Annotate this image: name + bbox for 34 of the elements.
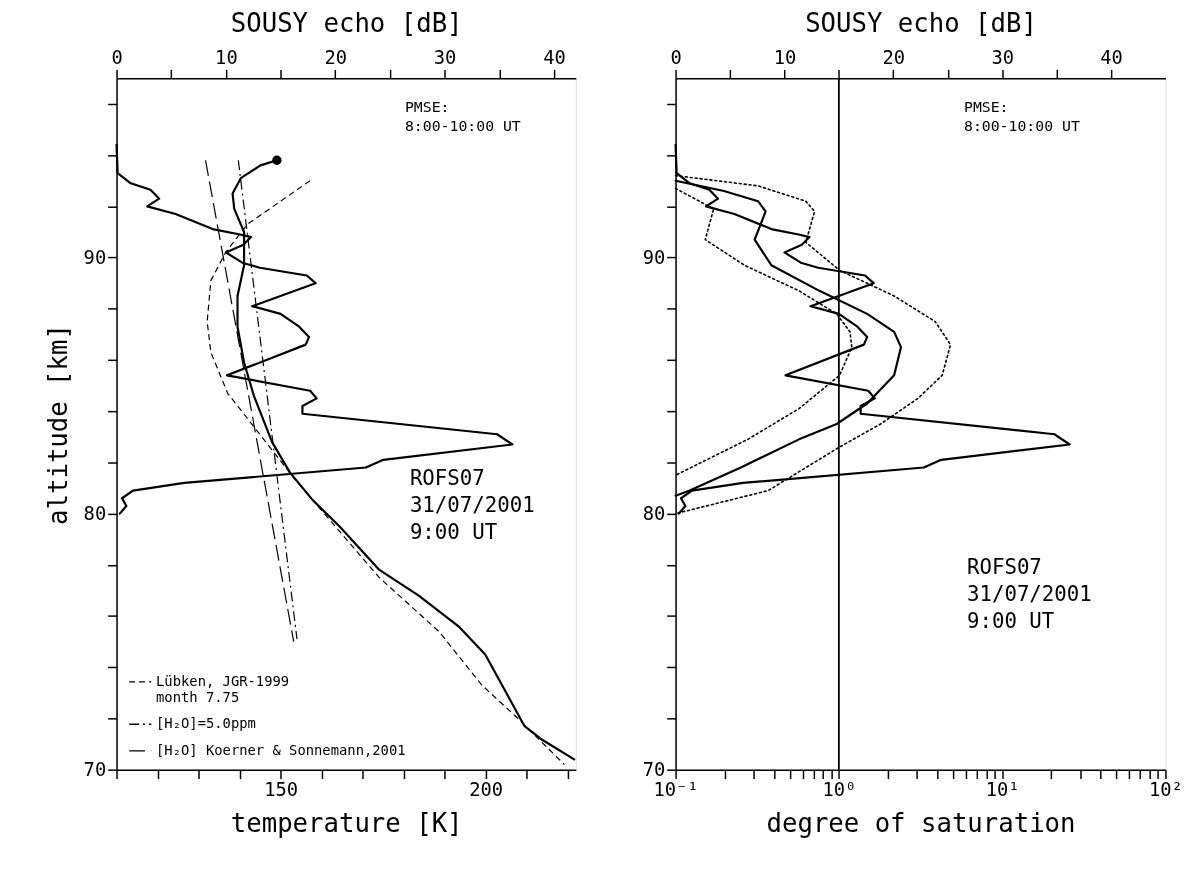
annotation: PMSE: 8:00-10:00 UT <box>963 97 1080 135</box>
y-axis-title: altitude [km] <box>42 324 73 525</box>
x-tick-label: 150 <box>264 778 298 800</box>
x2-tick-label: 30 <box>991 46 1014 68</box>
x-tick-label: 10² <box>1149 778 1183 800</box>
y-tick-label: 80 <box>83 503 107 525</box>
x-tick-label: 10⁰ <box>822 778 857 800</box>
y-tick-label: 90 <box>642 246 666 268</box>
x2-tick-label: 40 <box>1100 46 1123 68</box>
x-tick-label: 200 <box>469 778 504 800</box>
x2-tick-label: 20 <box>882 46 906 68</box>
y-tick-label: 70 <box>83 759 107 781</box>
x2-tick-label: 0 <box>111 46 123 68</box>
y-tick-label: 70 <box>642 759 666 781</box>
x2-axis-title: SOUSY echo [dB] <box>230 8 463 39</box>
x2-tick-label: 10 <box>215 46 238 68</box>
x2-tick-label: 0 <box>670 46 682 68</box>
legend-label: [H₂O]=5.0ppm <box>156 715 256 732</box>
y-tick-label: 80 <box>642 503 666 525</box>
x-tick-label: 10¹ <box>985 778 1020 800</box>
x-tick-label: 10⁻¹ <box>653 778 699 800</box>
x2-tick-label: 40 <box>543 46 566 68</box>
legend-label: [H₂O] Koerner & Sonnemann,2001 <box>156 741 406 758</box>
x2-tick-label: 10 <box>773 46 797 68</box>
y-tick-label: 90 <box>83 246 107 268</box>
legend-label: Lübken, JGR-1999 month 7.75 <box>156 672 290 705</box>
x2-axis-title: SOUSY echo [dB] <box>805 8 1037 39</box>
x2-tick-label: 20 <box>324 46 348 68</box>
annotation: ROFS07 31/07/2001 9:00 UT <box>409 466 535 545</box>
annotation: PMSE: 8:00-10:00 UT <box>404 97 521 135</box>
x-axis-title: temperature [K] <box>230 808 463 839</box>
annotation: ROFS07 31/07/2001 9:00 UT <box>966 555 1092 634</box>
x-axis-title: degree of saturation <box>766 808 1076 839</box>
x2-tick-label: 30 <box>433 46 457 68</box>
